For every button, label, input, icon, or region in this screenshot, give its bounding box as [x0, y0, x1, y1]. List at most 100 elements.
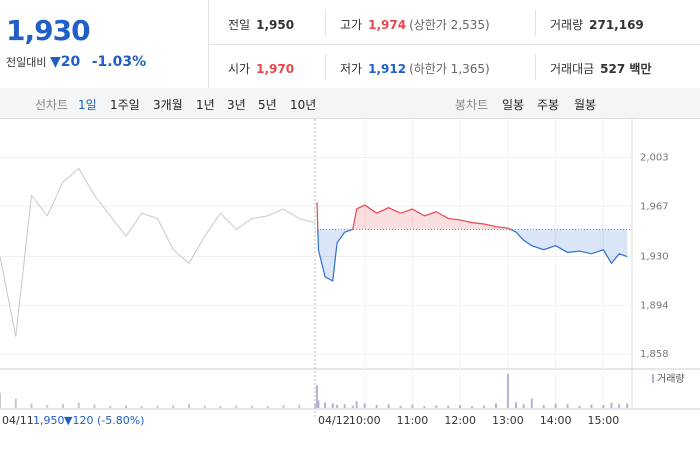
prev-volume-bar: [125, 405, 127, 408]
volume-bar: [522, 404, 525, 408]
volume-bar: [515, 402, 518, 408]
price-line: [316, 202, 628, 282]
stat: 저가 1,912 (하한가 1,365): [340, 60, 490, 77]
prev-volume-bar: [235, 405, 238, 408]
date-label: 04/11: [2, 414, 34, 427]
tab[interactable]: 5년: [258, 98, 277, 112]
y-tick-label: 1,858: [640, 349, 669, 360]
x-tick-label: 10:00: [349, 414, 381, 427]
prev-volume-bar: [14, 398, 17, 408]
prev-line: [0, 167, 316, 337]
stat-note: (상한가 2,535): [409, 18, 490, 32]
volume-bar: [494, 403, 497, 408]
volume-bar: [435, 405, 438, 408]
x-tick-label: 12:00: [444, 414, 476, 427]
volume-bar: [506, 373, 509, 408]
stat-value: 1,912: [368, 62, 407, 76]
y-tick-label: 1,967: [640, 201, 669, 212]
divider: [208, 44, 700, 45]
stat: 시가 1,970: [228, 60, 294, 77]
prev-volume-bar: [172, 404, 175, 408]
change: ▼20: [49, 54, 81, 70]
tab-group-label: 봉차트: [455, 98, 489, 112]
x-tick-label: 15:00: [588, 414, 620, 427]
prev-volume-bar: [109, 405, 112, 408]
volume-bar: [423, 406, 426, 408]
stat: 고가 1,974 (상한가 2,535): [340, 16, 490, 33]
volume-bar: [578, 405, 581, 408]
volume-bar: [618, 404, 621, 408]
volume-bar: [483, 405, 486, 408]
prev-volume-bar: [140, 406, 143, 408]
stat-label: 시가: [228, 62, 251, 76]
prev-volume-bar: [62, 404, 64, 408]
stat-label: 고가: [340, 18, 363, 32]
volume-bar: [343, 404, 346, 408]
volume-bar: [602, 404, 605, 408]
tab[interactable]: 1일: [78, 98, 97, 112]
volume-bar: [471, 406, 474, 408]
tab[interactable]: 1년: [196, 98, 215, 112]
prev-close: 1,950: [33, 414, 65, 427]
tab[interactable]: 1주일: [110, 98, 140, 112]
volume-bar: [542, 404, 545, 408]
prev-volume-bar: [203, 405, 206, 408]
volume-bar: [554, 403, 557, 408]
tab[interactable]: 주봉: [537, 98, 560, 112]
x-tick-label: 13:00: [492, 414, 524, 427]
area: [317, 202, 628, 281]
prev-volume-bar: [314, 403, 316, 408]
stat: 거래대금 527 백만: [550, 60, 651, 77]
tab[interactable]: 3개월: [153, 98, 183, 112]
prev-volume-bar: [77, 402, 80, 408]
divider: [325, 10, 326, 36]
volume-bar: [336, 404, 339, 408]
volume-bar: [355, 401, 358, 408]
x-tick-label: 14:00: [540, 414, 572, 427]
volume-bar: [399, 405, 402, 408]
y-tick-label: 1,930: [640, 252, 669, 263]
y-tick-label: 2,003: [640, 153, 669, 164]
volume-bar: [459, 404, 462, 408]
chart: 1,858 1,894 1,930 1,967 2,003 10:00 11:00 12:00…: [0, 119, 700, 427]
legend-label: 거래량: [657, 373, 685, 385]
prev-volume-bar: [251, 405, 253, 408]
volume-bar: [387, 404, 390, 408]
stat-label: 저가: [340, 62, 363, 76]
stat-value: 1,970: [256, 62, 295, 76]
stat-value: 1,974: [368, 18, 407, 32]
summary-panel: 1,930 전일대비 ▼20 -1.03% 전일 1,950 고가 1,974 (상한…: [0, 0, 700, 89]
tab[interactable]: 월봉: [574, 98, 597, 112]
volume-bar: [324, 402, 327, 408]
volume-bar: [566, 404, 569, 408]
prev-volume-bar: [219, 406, 222, 408]
volume-bar: [317, 400, 320, 408]
volume-bar: [610, 402, 613, 408]
stat-label: 거래대금: [550, 62, 595, 76]
tab[interactable]: 일봉: [502, 98, 525, 112]
stat-value: 527 백만: [600, 62, 652, 76]
legend-swatch: [652, 374, 654, 383]
prev-volume-bar: [282, 404, 285, 408]
change-pct: -1.03%: [91, 54, 147, 70]
divider: [535, 54, 536, 80]
stat-value: 1,950: [256, 18, 295, 32]
volume-bar: [411, 404, 414, 408]
volume-bar: [331, 403, 334, 408]
tab[interactable]: 10년: [290, 98, 317, 112]
prev-volume-bar: [266, 406, 269, 408]
y-tick-label: 1,894: [640, 300, 669, 311]
current-price: 1,930: [6, 14, 91, 47]
volume-bar: [530, 398, 533, 408]
stat: 거래량 271,169: [550, 16, 644, 33]
change-row: 전일대비 ▼20 -1.03%: [6, 54, 146, 70]
divider: [325, 54, 326, 80]
stat: 전일 1,950: [228, 16, 294, 33]
prev-volume-bar: [30, 403, 33, 408]
date-label: 04/12: [318, 414, 350, 427]
prev-change: ▼120 (-5.80%): [64, 414, 144, 427]
prev-volume-bar: [93, 404, 96, 408]
volume-bar: [447, 405, 450, 408]
volume-bar: [316, 385, 318, 408]
tab[interactable]: 3년: [227, 98, 246, 112]
